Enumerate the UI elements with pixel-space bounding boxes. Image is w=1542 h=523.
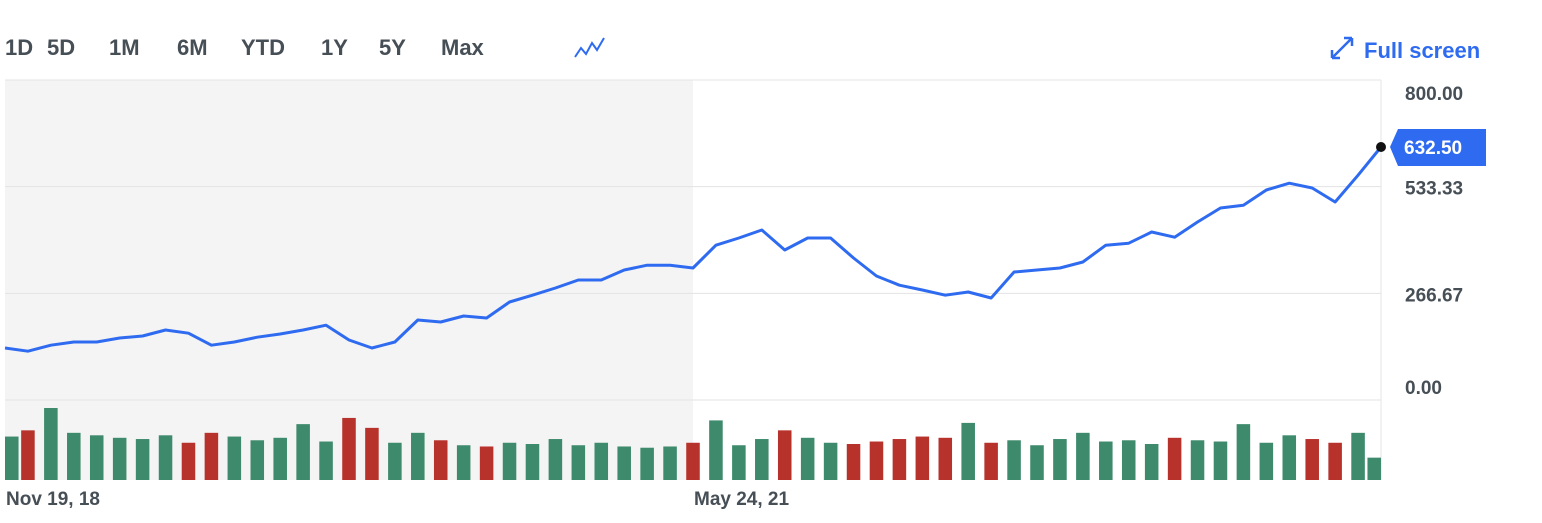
volume-bar [617, 446, 631, 480]
fullscreen-label: Full screen [1364, 38, 1480, 63]
volume-bar [227, 436, 242, 480]
volume-bar [1213, 441, 1228, 480]
last-point [1376, 142, 1386, 152]
volume-bar [296, 424, 310, 480]
volume-bar [135, 439, 150, 480]
volume-bar [204, 432, 219, 480]
volume-bar [21, 430, 35, 480]
volume-bar [571, 445, 586, 480]
volume-bar [732, 445, 746, 480]
volume-bar [365, 427, 379, 480]
range-button[interactable]: 6M [177, 35, 208, 60]
range-button[interactable]: YTD [241, 35, 285, 60]
volume-bar [1167, 437, 1182, 480]
volume-bar [250, 440, 265, 480]
fullscreen[interactable]: Full screen [1330, 36, 1480, 63]
range-button[interactable]: 5D [47, 35, 75, 60]
range-button[interactable]: 1Y [321, 35, 348, 60]
volume-bar [525, 444, 540, 480]
fullscreen-icon [1330, 36, 1354, 60]
volume-bar [869, 441, 884, 480]
volume-bar [1190, 440, 1205, 480]
shade [5, 80, 693, 400]
volume-bar [961, 422, 975, 480]
volume-bar [5, 436, 19, 480]
volume-bar [319, 441, 333, 480]
volume-bar [273, 437, 287, 480]
y-tick-label: 266.67 [1405, 285, 1463, 306]
volume-bar [44, 408, 58, 480]
volume-bar [1030, 445, 1044, 480]
volume-bar [1282, 435, 1297, 480]
volume-bar [846, 444, 861, 480]
volume-bar [89, 435, 104, 480]
volume-bar [1351, 432, 1365, 480]
price-line [4, 146, 1383, 353]
x-tick-label: May 24, 21 [694, 489, 789, 510]
volume-bar [411, 432, 425, 480]
volume-bar [640, 447, 654, 480]
volume-bar [1099, 441, 1113, 480]
volume-bar [709, 420, 723, 480]
y-tick-label: 800.00 [1405, 84, 1463, 105]
volume-bar [1144, 444, 1159, 480]
volume-bar [1076, 432, 1090, 480]
volume-bar [892, 439, 907, 480]
volume-bar [456, 445, 471, 480]
volume-bar [823, 442, 838, 480]
volume-bar [502, 442, 517, 480]
volume-bar [1305, 439, 1319, 480]
volume-bar [915, 436, 930, 480]
volume-bar [1259, 442, 1274, 480]
volume-bar [112, 437, 127, 480]
price-callout-label: 632.50 [1404, 138, 1462, 159]
volume-bar [158, 435, 173, 480]
y-tick-label: 533.33 [1405, 179, 1463, 200]
volume-bar [1367, 457, 1381, 480]
price-callout [1390, 129, 1486, 166]
volume-bar [388, 442, 402, 480]
range-button[interactable]: 1M [109, 35, 140, 60]
y-tick-label: 0.00 [1405, 378, 1442, 399]
range-button[interactable]: Max [441, 35, 485, 60]
volume-bar [1007, 440, 1021, 480]
range-button[interactable]: 5Y [379, 35, 406, 60]
volume-bar [181, 442, 196, 480]
volume-bar [686, 442, 700, 480]
volume-bar [342, 417, 356, 480]
volume-bar [984, 442, 998, 480]
volume-bar [1236, 424, 1251, 480]
chart-type-icon[interactable] [574, 37, 605, 58]
volume-bar [1053, 439, 1067, 480]
volume-bar [938, 437, 953, 480]
volume-bar [67, 432, 81, 480]
volume-bar [800, 437, 815, 480]
volume-bar [594, 442, 609, 480]
volume-bar [777, 430, 792, 480]
volume-bar [755, 439, 769, 480]
volume-bar [479, 446, 494, 480]
volume-bar [433, 440, 448, 480]
x-tick-label: Nov 19, 18 [6, 489, 100, 510]
range-button[interactable]: 1D [5, 35, 33, 60]
volume-bar [663, 446, 677, 480]
volume-bar [548, 439, 563, 480]
volume-bar [1121, 440, 1136, 480]
volume-bar [1328, 442, 1342, 480]
